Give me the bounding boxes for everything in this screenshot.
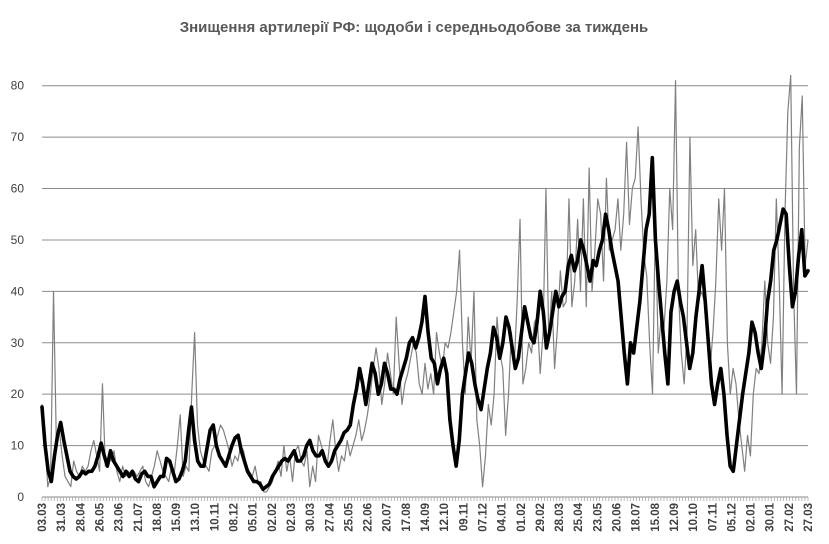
y-tick-label: 80 <box>11 79 25 93</box>
x-tick-label: 15.09 <box>171 503 183 532</box>
x-tick-label: 23.05 <box>592 502 604 531</box>
x-tick-label: 02.02 <box>267 503 279 532</box>
x-tick-label: 02.03 <box>286 503 298 532</box>
series-layer <box>40 74 810 493</box>
x-tick-label: 20.07 <box>382 503 394 532</box>
x-tick-label: 27.04 <box>324 502 336 531</box>
y-tick-label: 30 <box>11 336 25 350</box>
x-tick-label: 27.02 <box>784 503 796 532</box>
x-tick-label: 14.09 <box>420 503 432 532</box>
x-tick-label: 08.12 <box>229 503 241 532</box>
x-tick-label: 23.06 <box>114 503 126 532</box>
y-tick-label: 40 <box>11 284 25 298</box>
x-tick-label: 30.03 <box>305 503 317 532</box>
y-axis: 0 10 20 30 40 50 60 70 80 <box>11 79 25 504</box>
y-tick-label: 0 <box>17 490 24 504</box>
gridlines <box>42 85 808 498</box>
y-tick-label: 60 <box>11 182 25 196</box>
x-tick-label: 10.10 <box>688 503 700 532</box>
x-tick-label: 15.08 <box>650 502 662 531</box>
x-tick-label: 31.03 <box>56 503 68 532</box>
x-tick-label: 28.03 <box>554 503 566 532</box>
x-tick-label: 12.09 <box>669 503 681 532</box>
x-tick-label: 28.04 <box>75 502 87 531</box>
x-tick-label: 07.11 <box>707 502 719 531</box>
daily-values-line <box>41 74 809 493</box>
weekly-average-line <box>40 155 810 492</box>
x-tick-label: 05.01 <box>248 502 260 531</box>
x-tick-label: 18.07 <box>631 503 643 532</box>
x-tick-label: 27.03 <box>803 503 815 532</box>
y-tick-label: 70 <box>11 130 25 144</box>
x-tick-label: 12.10 <box>439 503 451 532</box>
x-tick-label: 25.05 <box>343 502 355 531</box>
x-tick-label: 13.10 <box>190 503 202 532</box>
x-tick-label: 07.12 <box>477 503 489 532</box>
y-tick-label: 10 <box>11 439 25 453</box>
x-tick-label: 03.03 <box>37 503 49 532</box>
y-tick-label: 20 <box>11 387 25 401</box>
x-tick-label: 26.05 <box>94 502 106 531</box>
x-tick-label: 01.02 <box>516 503 528 532</box>
x-tick-label: 09.11 <box>458 502 470 531</box>
x-axis: 03.03 31.03 28.04 26.05 23.06 21.07 18.08 15.09… <box>37 497 815 532</box>
y-tick-label: 50 <box>11 233 25 247</box>
x-tick-label: 02.01 <box>746 502 758 531</box>
x-tick-label: 22.06 <box>363 503 375 532</box>
x-tick-label: 30.01 <box>765 502 777 531</box>
x-tick-label: 10.11 <box>209 502 221 531</box>
x-tick-label: 17.08 <box>401 502 413 531</box>
x-tick-label: 20.06 <box>612 503 624 532</box>
x-tick-label: 25.04 <box>573 502 585 531</box>
chart-title: Знищення артилерії РФ: щодоби і середньо… <box>180 19 649 36</box>
x-tick-label: 05.12 <box>726 503 738 532</box>
x-tick-label: 04.01 <box>497 502 509 531</box>
x-tick-label: 21.07 <box>133 503 145 532</box>
x-tick-label: 29.02 <box>535 503 547 532</box>
x-tick-label: 18.08 <box>152 502 164 531</box>
